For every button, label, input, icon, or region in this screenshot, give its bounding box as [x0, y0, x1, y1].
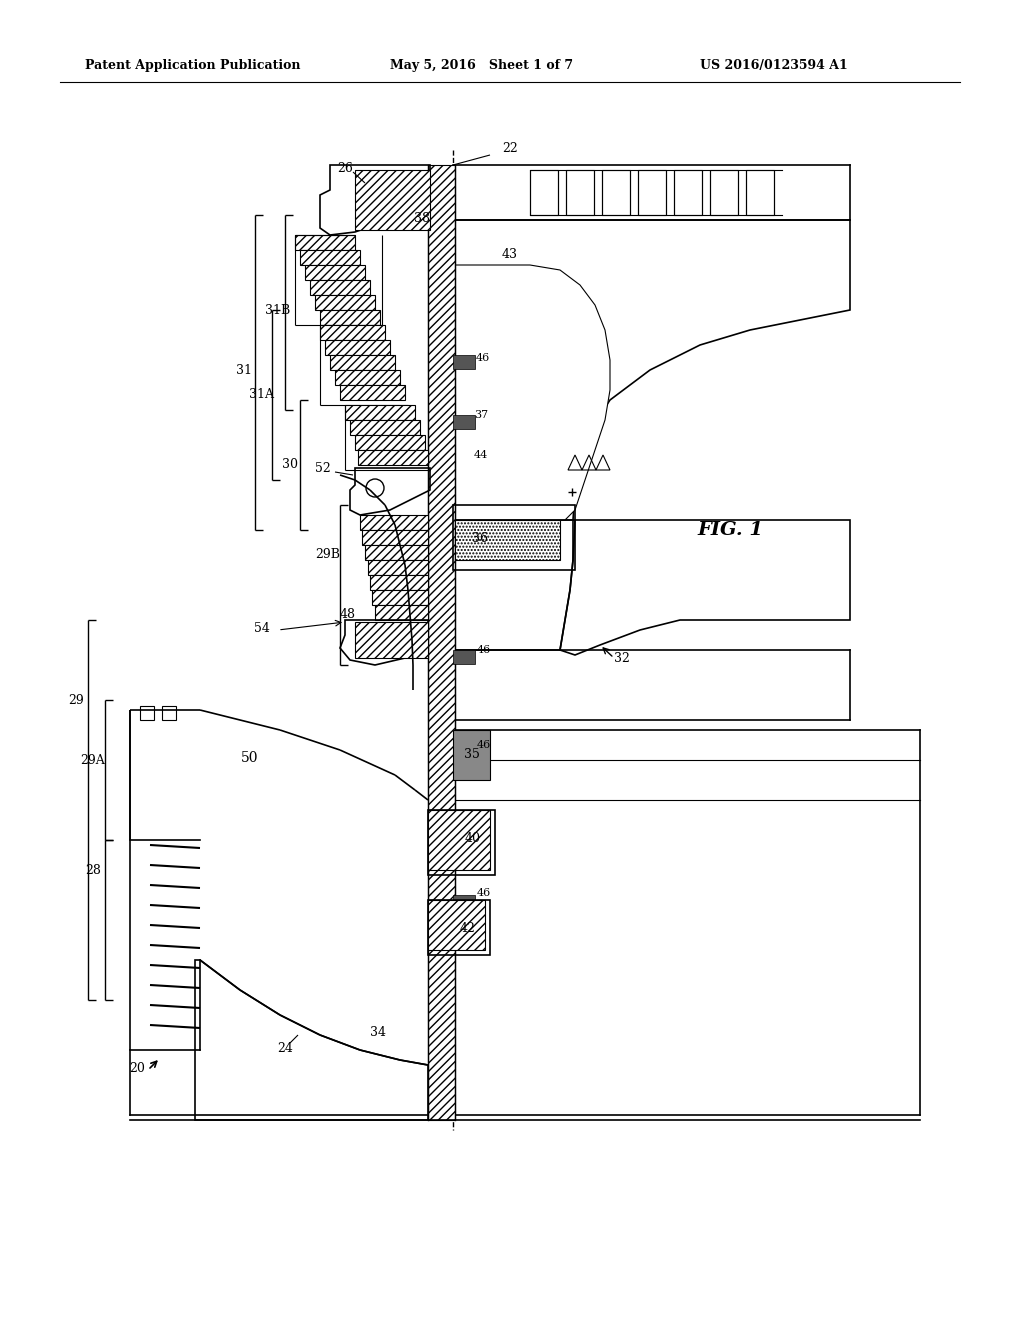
- Text: FIG. 1: FIG. 1: [697, 521, 763, 539]
- Text: 29A: 29A: [81, 754, 105, 767]
- Text: 40: 40: [465, 832, 481, 845]
- Polygon shape: [566, 170, 594, 215]
- Polygon shape: [453, 414, 475, 429]
- Polygon shape: [428, 165, 455, 1119]
- Text: 38: 38: [414, 211, 430, 224]
- Text: 37: 37: [474, 411, 488, 420]
- Text: 28: 28: [85, 863, 101, 876]
- Polygon shape: [453, 265, 610, 520]
- Polygon shape: [453, 355, 475, 370]
- Polygon shape: [345, 405, 415, 420]
- Text: 50: 50: [242, 751, 259, 766]
- Polygon shape: [370, 576, 428, 590]
- Text: 46: 46: [477, 741, 492, 750]
- Text: US 2016/0123594 A1: US 2016/0123594 A1: [700, 58, 848, 71]
- Polygon shape: [325, 341, 390, 355]
- Polygon shape: [372, 590, 428, 605]
- Text: 54: 54: [254, 622, 270, 635]
- Text: 52: 52: [315, 462, 331, 474]
- Polygon shape: [340, 385, 406, 400]
- Polygon shape: [710, 170, 738, 215]
- Text: 46: 46: [477, 645, 492, 655]
- Text: 31A: 31A: [249, 388, 273, 401]
- Text: 22: 22: [502, 141, 518, 154]
- Polygon shape: [453, 649, 475, 664]
- Text: Patent Application Publication: Patent Application Publication: [85, 58, 300, 71]
- Text: 43: 43: [502, 248, 518, 261]
- Polygon shape: [330, 355, 395, 370]
- Polygon shape: [319, 325, 385, 341]
- Polygon shape: [453, 744, 475, 759]
- Polygon shape: [360, 515, 428, 531]
- Text: 34: 34: [370, 1026, 386, 1039]
- Polygon shape: [455, 520, 560, 560]
- Polygon shape: [319, 310, 380, 325]
- Text: 46: 46: [477, 888, 492, 898]
- Polygon shape: [355, 622, 428, 657]
- Text: 36: 36: [472, 532, 488, 544]
- Polygon shape: [295, 235, 355, 249]
- Polygon shape: [358, 450, 428, 465]
- Text: 42: 42: [460, 921, 476, 935]
- Polygon shape: [335, 370, 400, 385]
- Polygon shape: [602, 170, 630, 215]
- Polygon shape: [305, 265, 365, 280]
- Polygon shape: [355, 436, 425, 450]
- Text: 32: 32: [614, 652, 630, 664]
- Text: 29B: 29B: [315, 549, 341, 561]
- Polygon shape: [453, 895, 475, 909]
- Polygon shape: [310, 280, 370, 294]
- Text: 46: 46: [476, 352, 490, 363]
- Polygon shape: [746, 170, 774, 215]
- Text: 29: 29: [69, 693, 84, 706]
- Text: 48: 48: [340, 609, 356, 622]
- Polygon shape: [350, 420, 420, 436]
- Text: 26: 26: [337, 161, 353, 174]
- Polygon shape: [368, 560, 428, 576]
- Polygon shape: [428, 900, 485, 950]
- Text: 24: 24: [278, 1041, 293, 1055]
- Polygon shape: [315, 294, 375, 310]
- Polygon shape: [530, 170, 558, 215]
- Polygon shape: [365, 545, 428, 560]
- Polygon shape: [638, 170, 666, 215]
- Text: 31: 31: [236, 363, 252, 376]
- Polygon shape: [300, 249, 360, 265]
- Text: May 5, 2016   Sheet 1 of 7: May 5, 2016 Sheet 1 of 7: [390, 58, 573, 71]
- Polygon shape: [375, 605, 428, 620]
- Text: 20: 20: [129, 1061, 145, 1074]
- Text: 44: 44: [474, 450, 488, 459]
- Polygon shape: [362, 531, 428, 545]
- Polygon shape: [428, 810, 490, 870]
- Polygon shape: [674, 170, 702, 215]
- Polygon shape: [355, 170, 430, 230]
- Text: 31B: 31B: [265, 304, 291, 317]
- Text: 35: 35: [464, 748, 480, 762]
- Text: 30: 30: [282, 458, 298, 471]
- Polygon shape: [453, 730, 490, 780]
